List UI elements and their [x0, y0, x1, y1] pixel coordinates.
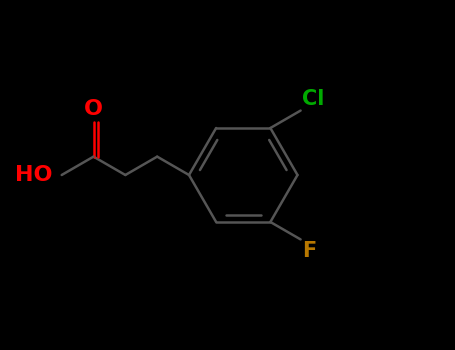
Text: O: O — [84, 99, 103, 119]
Text: HO: HO — [15, 165, 53, 185]
Text: F: F — [303, 241, 317, 261]
Text: Cl: Cl — [303, 89, 325, 109]
